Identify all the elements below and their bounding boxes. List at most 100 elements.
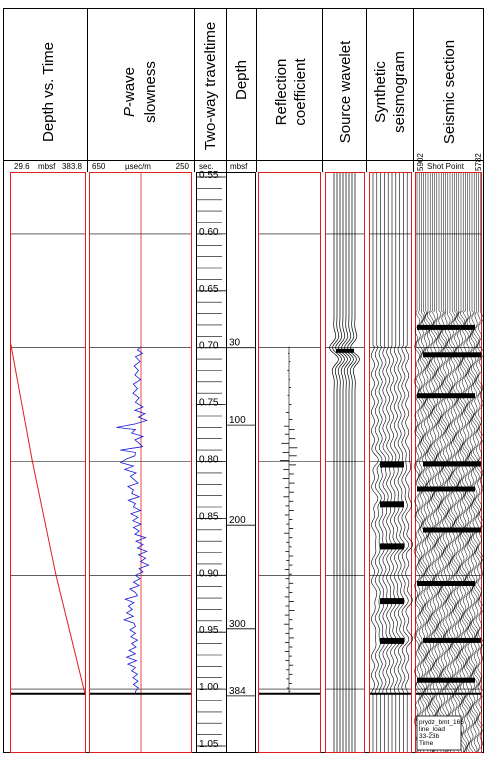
depth-vs-time-point	[55, 574, 57, 577]
synthetic-event	[380, 637, 404, 644]
wavelet-trace	[350, 173, 360, 752]
depth-scale-max: 383.8	[62, 162, 83, 171]
depth-unit-label: mbsf	[230, 162, 248, 171]
depth-tick-label: 30	[229, 338, 241, 349]
pwave-slowness-curve	[116, 346, 150, 694]
header-depth-vs-time: Depth vs. Time	[40, 42, 57, 142]
seismic-note-line-1: prydz_bmt_166	[419, 719, 464, 726]
seismic-note-line-4: Time	[419, 740, 434, 747]
seismic-reflector	[417, 581, 475, 586]
panel-reflection	[258, 172, 321, 753]
seismic-note-box	[416, 715, 462, 751]
slowness-scale-unit: µsec/m	[125, 162, 151, 171]
time-axis: 0.55 0.60 0.65 0.70 0.75 0.80 0.85 0.90 0.95 1.00…	[197, 170, 226, 750]
synthetic-event	[380, 598, 404, 605]
depth-tick-label: 200	[229, 515, 246, 526]
time-tick-label: 1.00	[199, 682, 219, 693]
time-tick-label: 0.80	[199, 455, 219, 466]
wavelet-peak	[336, 348, 354, 353]
seismic-note-line-3: 33-23b	[419, 733, 440, 740]
header-column-dividers	[87, 8, 414, 172]
depth-tick-label: 300	[229, 619, 246, 630]
seismic-reflector	[423, 461, 481, 467]
wavelet-trace	[344, 173, 354, 752]
wavelet-trace	[347, 173, 357, 752]
seismic-reflector	[423, 637, 481, 643]
reflection-coefficient-series	[279, 346, 298, 694]
seismic-reflector	[417, 486, 475, 492]
seismic-reflector	[417, 677, 475, 683]
time-tick-label: 0.70	[199, 341, 219, 352]
time-axis-frame	[196, 172, 256, 753]
panel-synthetic	[369, 172, 412, 753]
depth-axis: 30 100 200 300 384	[227, 338, 255, 697]
time-tick-label: 0.75	[199, 398, 219, 409]
wavelet-trace	[338, 173, 348, 752]
depth-scale-min: 29.6	[14, 162, 30, 171]
time-tick-label: 0.55	[199, 170, 219, 181]
synthetic-event	[380, 543, 404, 550]
depth-vs-time-point	[31, 460, 34, 463]
seismic-reflector	[417, 393, 475, 399]
wavelet-trace	[341, 173, 351, 752]
synthetic-event	[380, 501, 404, 508]
wavelet-trace	[332, 173, 342, 752]
seismic-reflector	[423, 527, 481, 533]
synthetic-trace	[405, 173, 414, 752]
pwave-slowness-line	[116, 346, 150, 694]
seismic-reflector	[417, 324, 475, 330]
header-pwave-line2: slowness	[142, 61, 159, 123]
time-tick-label: 0.85	[199, 511, 219, 522]
synthetic-trace	[401, 173, 410, 752]
header-reflection-line2: coefficient	[292, 58, 309, 126]
time-tick-label: 0.60	[199, 227, 219, 238]
slowness-scale-left: 650	[92, 162, 106, 171]
panel-slowness	[89, 172, 192, 753]
depth-scale-unit: mbsf	[38, 162, 56, 171]
header-source-wavelet: Source wavelet	[337, 40, 354, 143]
header-synthetic-line2: seismogram	[391, 51, 408, 133]
depth-vs-time-point	[10, 344, 12, 347]
synthetic-event	[380, 461, 404, 468]
header-pwave-rest: -wave	[121, 67, 138, 107]
time-unit-label: sec.	[199, 162, 214, 171]
shot-point-right: 5782	[474, 153, 483, 171]
subheader-labels: 29.6 mbsf 383.8 650 µsec/m 250 sec. mbsf…	[14, 153, 483, 171]
depth-tick-label: 100	[229, 415, 246, 426]
wavelet-trace	[335, 173, 345, 752]
major-gridlines	[11, 233, 481, 690]
seismic-reflector	[423, 352, 481, 358]
wavelet-trace	[329, 173, 339, 752]
panel-depth-vs-time	[10, 172, 86, 753]
depth-vs-time-line	[10, 345, 86, 694]
seismic-trace	[416, 173, 423, 753]
seismic-trace	[413, 173, 421, 753]
header-reflection-line1: Reflection	[273, 59, 290, 126]
header-seismic-section: Seismic section	[441, 40, 458, 144]
time-tick-label: 0.65	[199, 284, 219, 295]
panel-source-wavelet	[325, 172, 365, 753]
depth-vs-time-curve	[10, 344, 86, 695]
time-tick-label: 0.95	[199, 625, 219, 636]
seismic-section-traces	[413, 173, 485, 753]
header-pwave-italic: P	[121, 107, 138, 117]
panel-frames	[10, 172, 482, 753]
header-depth: Depth	[233, 60, 250, 100]
shot-point-label: Shot Point	[427, 162, 465, 171]
header-synthetic-line1: Synthetic	[372, 61, 389, 123]
synthetic-seismogram-traces	[371, 173, 414, 752]
depth-tick-label: 384	[229, 686, 246, 697]
time-tick-label: 1.05	[199, 739, 219, 750]
column-headers: Depth vs. Time P-wave slowness Two-way t…	[40, 22, 458, 150]
synthetic-trace	[371, 173, 379, 752]
source-wavelet-traces	[329, 173, 360, 752]
seismic-trace	[418, 173, 425, 752]
slowness-scale-right: 250	[176, 162, 190, 171]
shot-point-left: 5902	[416, 153, 425, 171]
header-pwave-line1: P-wave	[121, 67, 138, 117]
header-two-way-traveltime: Two-way traveltime	[202, 22, 219, 150]
time-tick-label: 0.90	[199, 568, 219, 579]
seismic-note-line-2: line_load	[419, 726, 445, 733]
seismic-note-text: prydz_bmt_166 line_load 33-23b Time	[419, 719, 464, 747]
